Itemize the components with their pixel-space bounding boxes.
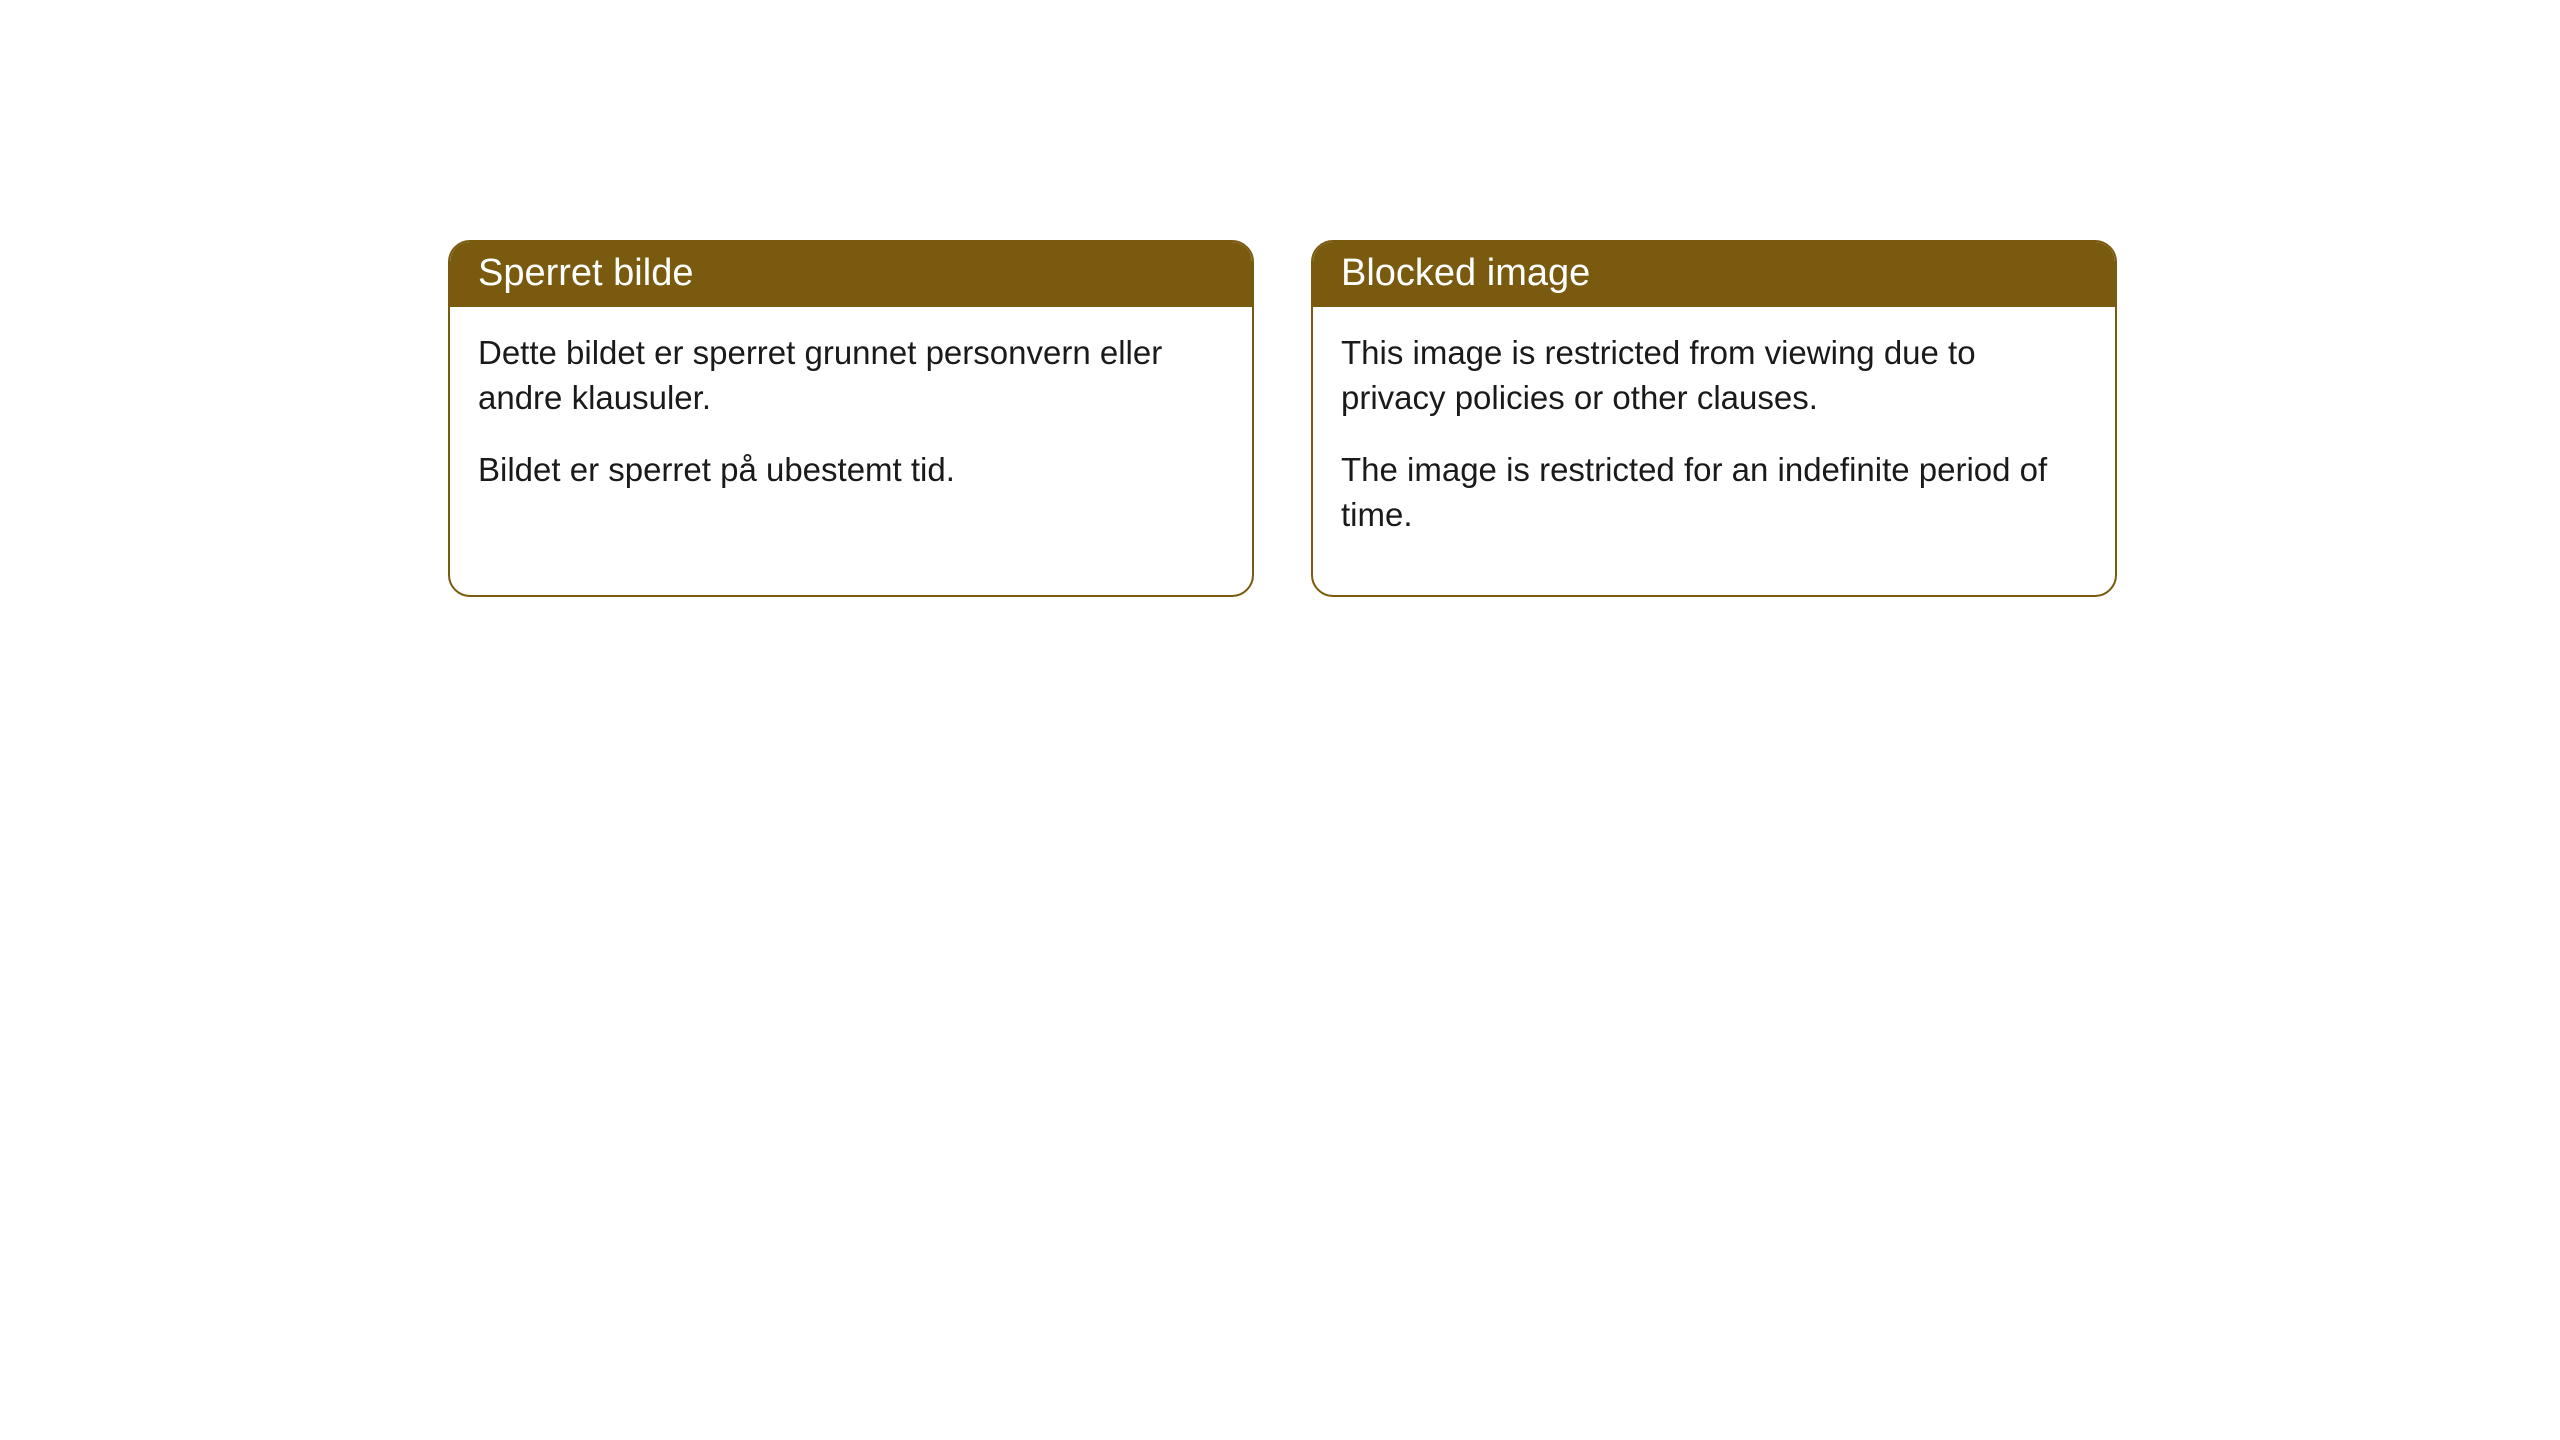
card-title: Sperret bilde bbox=[478, 252, 693, 294]
card-body: Dette bildet er sperret grunnet personve… bbox=[450, 307, 1252, 551]
notice-card-english: Blocked image This image is restricted f… bbox=[1311, 240, 2117, 597]
card-header: Blocked image bbox=[1313, 242, 2115, 307]
card-text-line-1: This image is restricted from viewing du… bbox=[1341, 331, 2087, 420]
card-title: Blocked image bbox=[1341, 252, 1590, 294]
cards-container: Sperret bilde Dette bildet er sperret gr… bbox=[448, 240, 2560, 597]
card-text-line-1: Dette bildet er sperret grunnet personve… bbox=[478, 331, 1224, 420]
card-header: Sperret bilde bbox=[450, 242, 1252, 307]
card-body: This image is restricted from viewing du… bbox=[1313, 307, 2115, 595]
card-text-line-2: The image is restricted for an indefinit… bbox=[1341, 448, 2087, 537]
card-text-line-2: Bildet er sperret på ubestemt tid. bbox=[478, 448, 1224, 493]
notice-card-norwegian: Sperret bilde Dette bildet er sperret gr… bbox=[448, 240, 1254, 597]
